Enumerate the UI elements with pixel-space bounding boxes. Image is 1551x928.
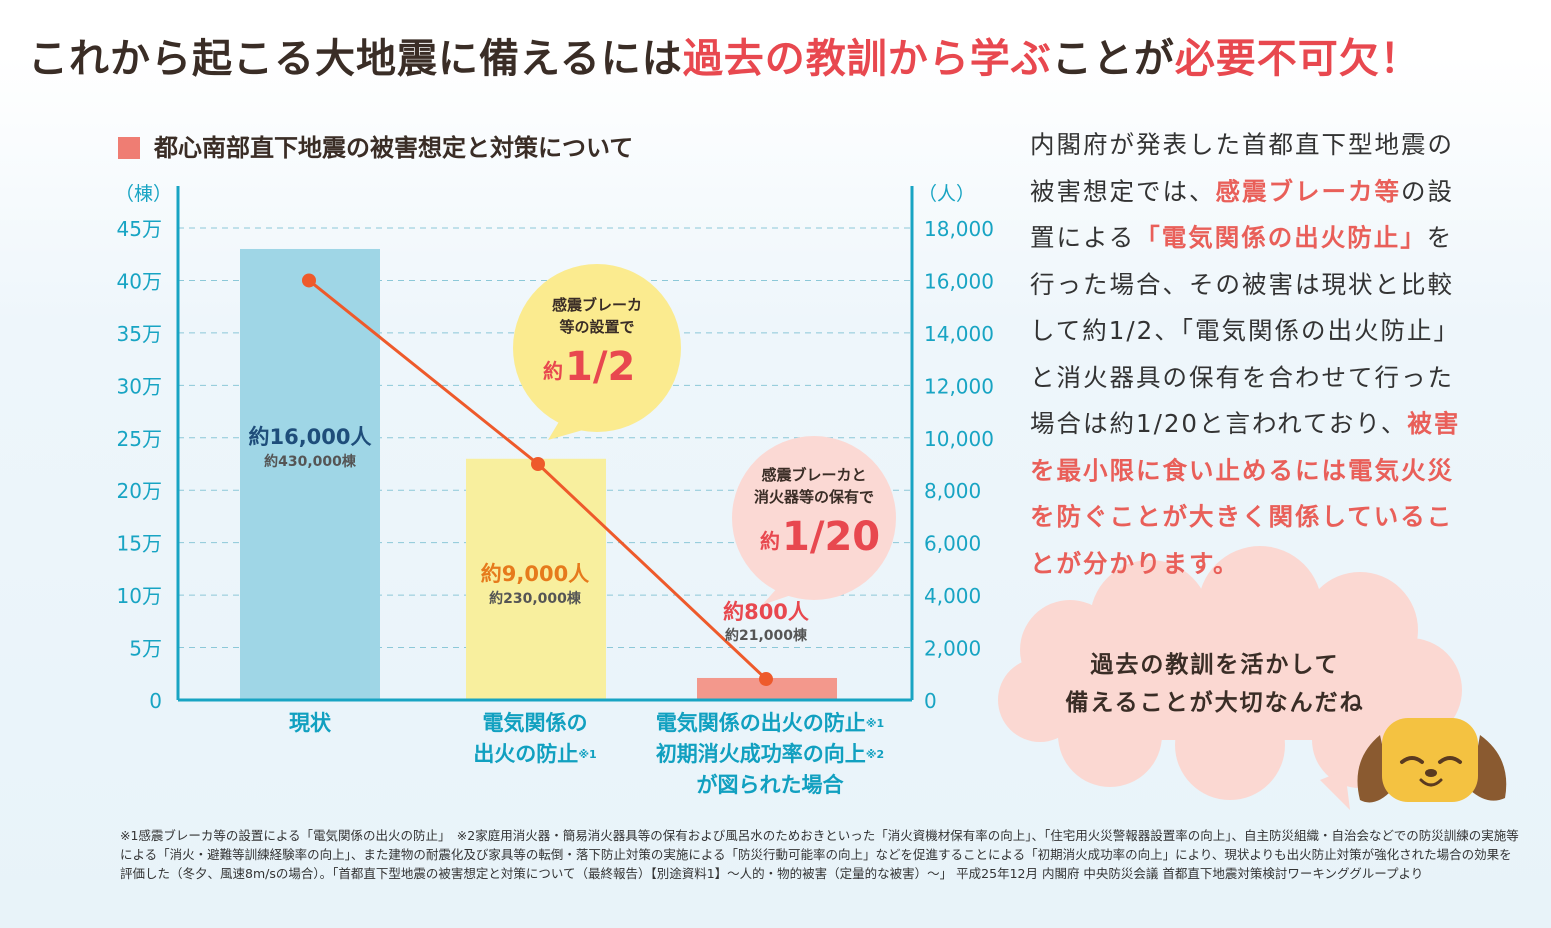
data-label-buildings: 約230,000棟 (489, 590, 582, 607)
cloud-tail (1320, 770, 1350, 810)
category-label-1: 現状 (289, 711, 331, 735)
right-tick-label: 8,000 (924, 479, 981, 503)
category-label-2: 電気関係の出火の防止※1 (445, 708, 625, 770)
right-tick-label: 6,000 (924, 532, 981, 556)
callout-line1: 感震ブレーカ (552, 296, 642, 314)
left-tick-label: 20万 (117, 479, 162, 503)
data-label-people: 約800人 (723, 600, 809, 624)
title-square-icon (118, 137, 140, 159)
callout-prefix: 約 (760, 529, 780, 553)
left-axis-unit: （棟） (115, 183, 172, 205)
headline-part1: これから起こる大地震に備えるには (28, 36, 683, 82)
desc-p1: 内閣府が発表した首都直下型地震の被害想定では、 (1030, 130, 1454, 206)
right-tick-label: 14,000 (924, 322, 994, 346)
bar (697, 677, 837, 700)
bar (240, 248, 380, 700)
callout-bubble (732, 436, 896, 600)
callout-line1: 感震ブレーカと (761, 466, 866, 484)
category-label-2-note: ※1 (578, 748, 597, 761)
line-point (302, 273, 316, 288)
headline-part2: 過去の教訓から学ぶ (682, 36, 1052, 82)
cloud-line1: 過去の教訓を活かして (1090, 652, 1340, 678)
chart-title: 都心南部直下地震の被害想定と対策について (154, 134, 634, 162)
data-label-people: 約9,000人 (481, 562, 589, 586)
category-label-2-line1: 電気関係の (482, 711, 588, 735)
line-point (531, 457, 545, 471)
category-label-3-note2: ※2 (865, 748, 885, 761)
data-label-buildings: 約430,000棟 (264, 453, 357, 470)
category-label-3-line3: が図られた場合 (696, 773, 844, 797)
category-label-3-note1: ※1 (865, 717, 885, 730)
data-label-buildings: 約21,000棟 (725, 627, 808, 644)
left-tick-label: 5万 (129, 637, 162, 661)
right-tick-label: 12,000 (924, 374, 994, 398)
left-tick-label: 25万 (117, 427, 162, 451)
left-tick-label: 0 (149, 689, 162, 713)
right-tick-label: 2,000 (924, 637, 981, 661)
callout-line2: 等の設置で (559, 318, 634, 336)
desc-p5: を行った場合、その被害は現状と比較して約1/2、「電気関係の出火防止」と消火器具… (1030, 223, 1460, 438)
left-tick-label: 45万 (117, 217, 162, 241)
line-point (759, 672, 773, 687)
cloud-line2: 備えることが大切なんだね (1065, 690, 1365, 716)
desc-p2: 感震ブレーカ等 (1215, 176, 1401, 206)
left-tick-label: 15万 (117, 532, 162, 556)
chart-section-title: 都心南部直下地震の被害想定と対策について (118, 128, 633, 163)
right-tick-label: 4,000 (924, 584, 981, 608)
description-text: 内閣府が発表した首都直下型地震の被害想定では、感震ブレーカ等の設置による「電気関… (1030, 122, 1470, 587)
category-label-3-line1: 電気関係の出火の防止 (655, 711, 866, 735)
headline-part4: 必要不可欠！ (1174, 36, 1421, 82)
right-tick-label: 18,000 (924, 217, 994, 241)
left-tick-label: 30万 (117, 374, 162, 398)
right-tick-label: 0 (924, 689, 937, 713)
right-tick-label: 10,000 (924, 427, 994, 451)
cloud-body (1060, 620, 1400, 740)
right-tick-label: 16,000 (924, 269, 994, 293)
headline-part3: ことが (1051, 36, 1175, 82)
right-axis-unit: （人） (918, 183, 975, 205)
callout-value: 1/2 (565, 344, 635, 390)
left-tick-label: 40万 (117, 269, 162, 293)
desc-p6: 被害を最小限に食い止めるには電気火災を防ぐことが大きく関係していることが分かりま… (1030, 409, 1461, 578)
left-tick-label: 10万 (117, 584, 162, 608)
data-label-people: 約16,000人 (248, 425, 371, 449)
callout-bubble (513, 264, 681, 432)
speech-cloud (998, 546, 1462, 810)
headline: これから起こる大地震に備えるには過去の教訓から学ぶことが必要不可欠！ (28, 26, 1528, 84)
callout-tail (548, 420, 590, 440)
dog-mascot-icon (1357, 718, 1507, 803)
footnote: ※1感震ブレーカ等の設置による「電気関係の出火の防止」 ※2家庭用消火器・簡易消… (120, 828, 1519, 881)
cloud-message: 過去の教訓を活かして 備えることが大切なんだね (1030, 646, 1400, 722)
callout-line2: 消火器等の保有で (754, 488, 874, 506)
callout-prefix: 約 (543, 359, 563, 383)
bar (466, 458, 606, 700)
callout-value: 1/20 (782, 514, 880, 560)
left-tick-label: 35万 (117, 322, 162, 346)
category-label-3-line2: 初期消火成功率の向上 (655, 742, 866, 766)
category-label-2-line2: 出火の防止 (473, 742, 579, 766)
bar-line-chart: 0 5万 10万 15万 20万 25万 30万 35万 40万 45万 0 2,000 4,000 6,… (115, 183, 994, 713)
category-label-3: 電気関係の出火の防止※1 初期消火成功率の向上※2 が図られた場合 (630, 708, 910, 801)
desc-p4: 「電気関係の出火防止」 (1135, 223, 1427, 252)
desc-p3: の設置による (1030, 176, 1454, 253)
callout-tail (762, 585, 800, 605)
